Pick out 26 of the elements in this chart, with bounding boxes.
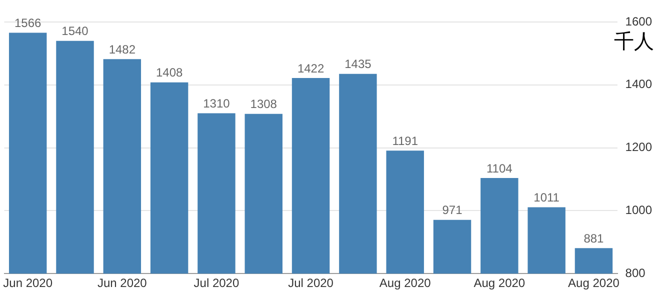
- y-axis-title: 千人: [614, 28, 654, 55]
- x-tick-label: Jun 2020: [97, 276, 148, 290]
- x-tick-label: Aug 2020: [379, 276, 432, 290]
- y-tick-label: 800: [625, 266, 646, 280]
- data-label: 1191: [392, 134, 418, 148]
- data-label: 1435: [344, 57, 372, 72]
- data-label: 1422: [297, 61, 324, 76]
- y-tick-label: 1000: [625, 203, 652, 218]
- data-label: 1566: [14, 16, 42, 30]
- x-tick-label: Jul 2020: [288, 276, 334, 290]
- data-label: 1011: [534, 190, 560, 205]
- data-label: 881: [584, 231, 604, 246]
- y-tick-label: 1400: [625, 77, 652, 92]
- data-label: 1408: [156, 66, 183, 80]
- y-tick-label: 1200: [625, 140, 652, 154]
- y-tick-label: 1600: [625, 14, 652, 28]
- data-label: 1310: [203, 96, 230, 111]
- x-tick-label: Aug 2020: [474, 276, 526, 290]
- data-label: 1482: [108, 42, 136, 56]
- x-tick-label: Aug 2020: [568, 276, 620, 290]
- data-label: 1308: [250, 97, 278, 112]
- data-label: 971: [442, 203, 463, 218]
- data-label: 1540: [62, 24, 89, 38]
- x-tick-label: Jul 2020: [194, 276, 240, 290]
- x-tick-label: Jun 2020: [3, 276, 53, 290]
- data-label: 1104: [486, 161, 513, 176]
